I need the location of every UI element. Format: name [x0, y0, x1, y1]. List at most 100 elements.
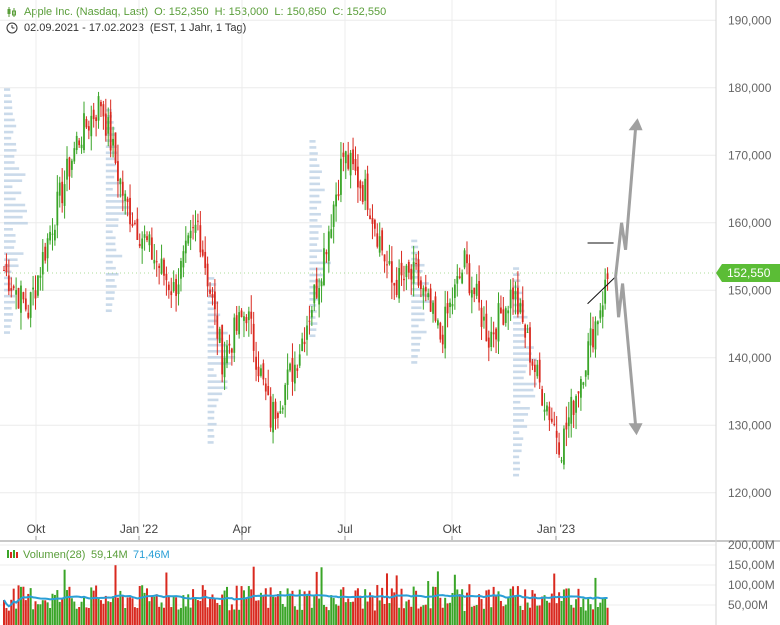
volume-bar	[555, 603, 558, 625]
volume-bar	[478, 594, 481, 625]
volume-bar	[548, 602, 551, 625]
volume-bar	[451, 592, 454, 625]
volume-bar	[172, 595, 175, 625]
candle-body	[550, 418, 553, 422]
volume-bar	[284, 606, 287, 625]
candle-body	[422, 288, 425, 296]
candle-body	[153, 259, 156, 264]
chart-header-quote: Apple Inc. (Nasdaq, Last) O: 152,350 H: …	[6, 6, 386, 18]
volume-profile-bar	[309, 328, 317, 331]
volume-profile-bar	[513, 467, 520, 471]
volume-bar	[46, 602, 49, 625]
candle-body	[567, 417, 570, 427]
volume-bar	[187, 594, 190, 625]
volume-profile-bar	[105, 139, 114, 142]
volume-bar	[68, 586, 71, 625]
volume-profile-bar	[105, 248, 117, 252]
volume-profile-bar	[105, 115, 113, 118]
candle-body	[264, 383, 267, 392]
volume-bar	[565, 588, 568, 625]
volume-bar	[126, 597, 129, 625]
volume-bar	[213, 599, 216, 625]
candlestick-icon	[7, 7, 16, 17]
volume-bar	[521, 609, 524, 625]
candle-body	[594, 321, 597, 350]
volume-profile-bar	[4, 221, 28, 225]
candle-body	[148, 234, 151, 246]
volume-profile-bar	[4, 294, 16, 298]
volume-profile-bar	[4, 118, 15, 122]
volume-bar	[369, 592, 372, 625]
candle-body	[83, 113, 85, 151]
candle-body	[558, 442, 560, 455]
volume-bar	[153, 596, 156, 625]
candle-body	[182, 251, 185, 268]
candle-body	[211, 293, 214, 298]
candle-body	[92, 109, 95, 120]
candle-body	[376, 233, 379, 247]
volume-icon	[16, 552, 18, 558]
volume-bar	[444, 597, 447, 625]
volume-profile-bar	[513, 285, 520, 289]
candle-body	[553, 423, 556, 425]
candle-body	[121, 181, 124, 196]
candle-body	[194, 224, 197, 233]
volume-bar	[415, 590, 418, 625]
volume-bar	[480, 599, 483, 625]
candle-body	[12, 286, 15, 289]
candle-body	[78, 140, 81, 146]
candle-body	[320, 281, 323, 287]
candle-body	[17, 287, 20, 309]
volume-bar	[32, 609, 35, 625]
volume-profile-bar	[207, 398, 219, 402]
volume-profile-bar	[207, 277, 215, 280]
volume-bar	[461, 589, 464, 625]
volume-profile-bar	[207, 416, 215, 420]
volume-bar	[482, 608, 485, 625]
volume-profile-bar	[513, 364, 528, 368]
volume-bar	[398, 607, 401, 625]
candle-body	[490, 331, 493, 348]
candle-body	[541, 389, 544, 406]
candle-body	[22, 292, 25, 300]
candle-body	[107, 117, 110, 134]
candle-body	[272, 401, 274, 433]
volume-bar	[417, 608, 420, 625]
volume-profile-bar	[105, 206, 130, 209]
candle-body	[473, 287, 476, 295]
candle-body	[41, 252, 44, 275]
volume-icon	[10, 552, 12, 558]
candle-body	[170, 291, 173, 296]
candle-body	[323, 248, 325, 286]
chart-settings[interactable]: (EST, 1 Jahr, 1 Tag)	[149, 22, 247, 34]
candle-body	[301, 338, 304, 351]
volume-bar	[410, 606, 413, 625]
volume-profile-bar	[105, 230, 113, 234]
volume-ma-line	[3, 593, 608, 608]
volume-profile-bar	[513, 437, 524, 440]
volume-bar	[167, 596, 170, 625]
candle-body	[233, 317, 236, 353]
volume-profile-bar	[411, 239, 418, 243]
volume-profile-bar	[105, 279, 115, 282]
volume-bar	[95, 585, 98, 625]
candle-body	[519, 302, 522, 313]
candle-body	[497, 303, 500, 342]
candle-body	[572, 401, 575, 415]
candle-body	[548, 406, 551, 421]
volume-bar	[322, 604, 325, 625]
candle-body	[378, 236, 381, 253]
candle-body	[354, 158, 357, 171]
volume-profile-bar	[513, 328, 530, 331]
candle-body	[592, 329, 594, 348]
candle-body	[502, 309, 505, 325]
candle-body	[575, 396, 577, 413]
candle-body	[310, 309, 313, 318]
volume-profile-bar	[4, 319, 12, 322]
volume-bar	[138, 585, 141, 625]
candle-body	[104, 113, 107, 136]
volume-profile-bar	[309, 158, 318, 161]
volume-profile-bar	[105, 309, 112, 313]
volume-bar	[371, 596, 374, 625]
